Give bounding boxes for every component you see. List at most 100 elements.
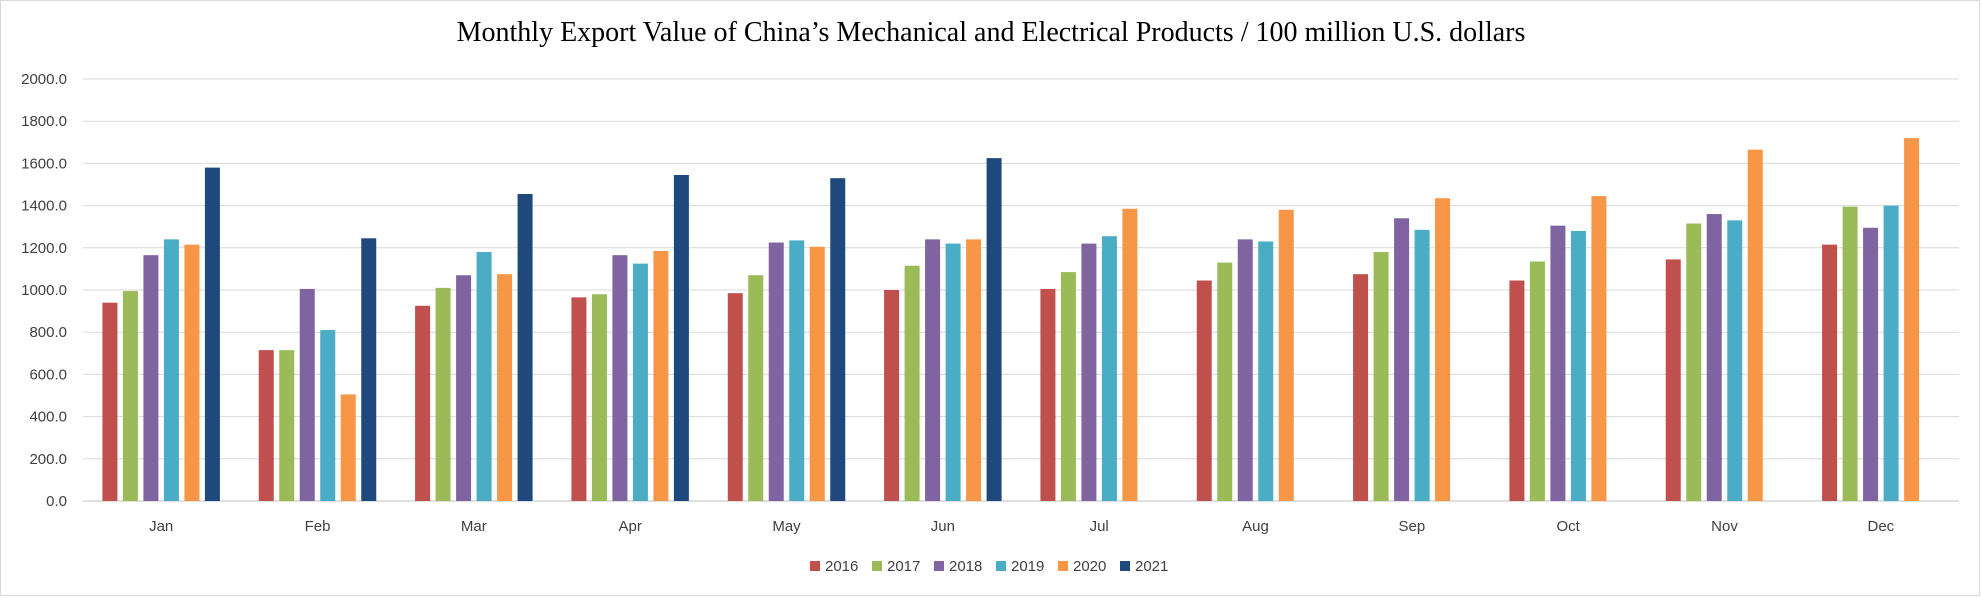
- bar-2016-sep: [1353, 274, 1369, 501]
- bar-2018-nov: [1706, 214, 1722, 502]
- legend-swatch-2016: [810, 561, 820, 571]
- y-tick-label: 600.0: [29, 366, 67, 383]
- y-tick-label: 1600.0: [21, 155, 67, 172]
- bar-2019-feb: [320, 330, 336, 501]
- x-tick-label: Nov: [1711, 518, 1738, 535]
- bar-2018-apr: [612, 255, 628, 501]
- bar-2020-apr: [653, 250, 669, 501]
- bar-2019-jan: [163, 239, 179, 502]
- bar-2019-sep: [1414, 229, 1430, 502]
- bar-2016-dec: [1822, 244, 1838, 501]
- x-tick-label: Oct: [1556, 518, 1580, 535]
- bar-2020-aug: [1278, 209, 1294, 501]
- bar-2019-dec: [1883, 205, 1899, 501]
- bar-2021-jun: [986, 158, 1002, 501]
- bar-2017-apr: [591, 294, 607, 501]
- bar-2016-jan: [102, 302, 118, 501]
- bar-2020-jul: [1122, 208, 1138, 501]
- bar-2017-mar: [435, 287, 451, 501]
- legend-label-2020: 2020: [1073, 558, 1106, 575]
- bar-2017-may: [748, 275, 764, 501]
- x-tick-label: Apr: [618, 518, 641, 535]
- bar-2021-mar: [517, 193, 533, 501]
- y-tick-label: 200.0: [29, 451, 67, 468]
- bar-2020-dec: [1904, 138, 1920, 501]
- chart-title: Monthly Export Value of China’s Mechanic…: [456, 17, 1526, 48]
- y-tick-label: 1000.0: [21, 282, 67, 299]
- bar-2019-oct: [1570, 230, 1586, 502]
- legend-label-2021: 2021: [1135, 558, 1168, 575]
- bar-2016-may: [727, 293, 743, 501]
- bar-2021-apr: [673, 175, 689, 501]
- bar-2018-jun: [925, 239, 941, 502]
- y-tick-label: 0.0: [46, 493, 67, 510]
- bar-2019-aug: [1258, 241, 1274, 501]
- legend-label-2019: 2019: [1011, 558, 1044, 575]
- bar-2017-jun: [904, 265, 920, 501]
- bar-2019-apr: [632, 263, 648, 501]
- bar-2020-jan: [184, 244, 200, 501]
- bar-2020-sep: [1435, 198, 1451, 501]
- bar-2016-feb: [258, 350, 274, 501]
- bar-2018-dec: [1863, 227, 1879, 501]
- bar-2021-jan: [204, 167, 220, 501]
- bar-2018-aug: [1237, 239, 1253, 502]
- y-tick-label: 800.0: [29, 324, 67, 341]
- x-tick-label: Sep: [1398, 518, 1425, 535]
- x-tick-label: Aug: [1242, 518, 1269, 535]
- bar-2017-jul: [1060, 272, 1076, 501]
- bar-2017-feb: [279, 350, 295, 501]
- bar-2018-sep: [1394, 218, 1410, 501]
- bar-2017-aug: [1217, 262, 1233, 501]
- legend-swatch-2021: [1120, 561, 1130, 571]
- bar-2016-oct: [1509, 280, 1525, 501]
- x-tick-label: Jun: [931, 518, 955, 535]
- bar-2019-may: [789, 240, 805, 502]
- legend-swatch-2017: [872, 561, 882, 571]
- bar-2020-feb: [340, 394, 356, 501]
- x-tick-label: May: [772, 518, 801, 535]
- x-tick-label: Jul: [1090, 518, 1109, 535]
- bar-2016-mar: [415, 305, 431, 501]
- bar-2019-jun: [945, 243, 961, 501]
- y-tick-label: 400.0: [29, 409, 67, 426]
- bar-2016-aug: [1196, 280, 1212, 501]
- legend-swatch-2020: [1058, 561, 1068, 571]
- bar-2017-dec: [1842, 206, 1858, 501]
- y-tick-label: 1400.0: [21, 198, 67, 215]
- bar-2016-jun: [884, 290, 900, 501]
- bar-2018-oct: [1550, 225, 1566, 501]
- x-tick-label: Feb: [305, 518, 331, 535]
- bar-2018-jul: [1081, 243, 1097, 501]
- legend-label-2018: 2018: [949, 558, 982, 575]
- legend-swatch-2018: [934, 561, 944, 571]
- bar-2021-feb: [361, 238, 377, 501]
- bar-2016-apr: [571, 297, 587, 501]
- bar-2020-jun: [966, 239, 982, 502]
- bar-2017-oct: [1529, 261, 1545, 501]
- bar-2016-jul: [1040, 288, 1056, 501]
- bar-2020-oct: [1591, 196, 1607, 502]
- legend-label-2016: 2016: [825, 558, 858, 575]
- bar-2016-nov: [1665, 259, 1681, 501]
- bar-2018-mar: [456, 275, 472, 501]
- bar-2020-mar: [497, 274, 513, 501]
- bar-2019-mar: [476, 252, 492, 501]
- bar-2018-may: [768, 242, 784, 501]
- x-tick-label: Mar: [461, 518, 487, 535]
- bar-2020-may: [809, 246, 825, 501]
- y-tick-label: 2000.0: [21, 71, 67, 88]
- bar-2017-jan: [122, 291, 138, 501]
- legend-swatch-2019: [996, 561, 1006, 571]
- legend-label-2017: 2017: [887, 558, 920, 575]
- bar-2017-nov: [1686, 223, 1702, 501]
- bar-2020-nov: [1747, 149, 1763, 501]
- y-tick-label: 1200.0: [21, 240, 67, 257]
- bar-2019-nov: [1727, 220, 1743, 501]
- bar-2017-sep: [1373, 252, 1389, 501]
- x-tick-label: Dec: [1867, 518, 1894, 535]
- x-tick-label: Jan: [149, 518, 173, 535]
- y-tick-label: 1800.0: [21, 113, 67, 130]
